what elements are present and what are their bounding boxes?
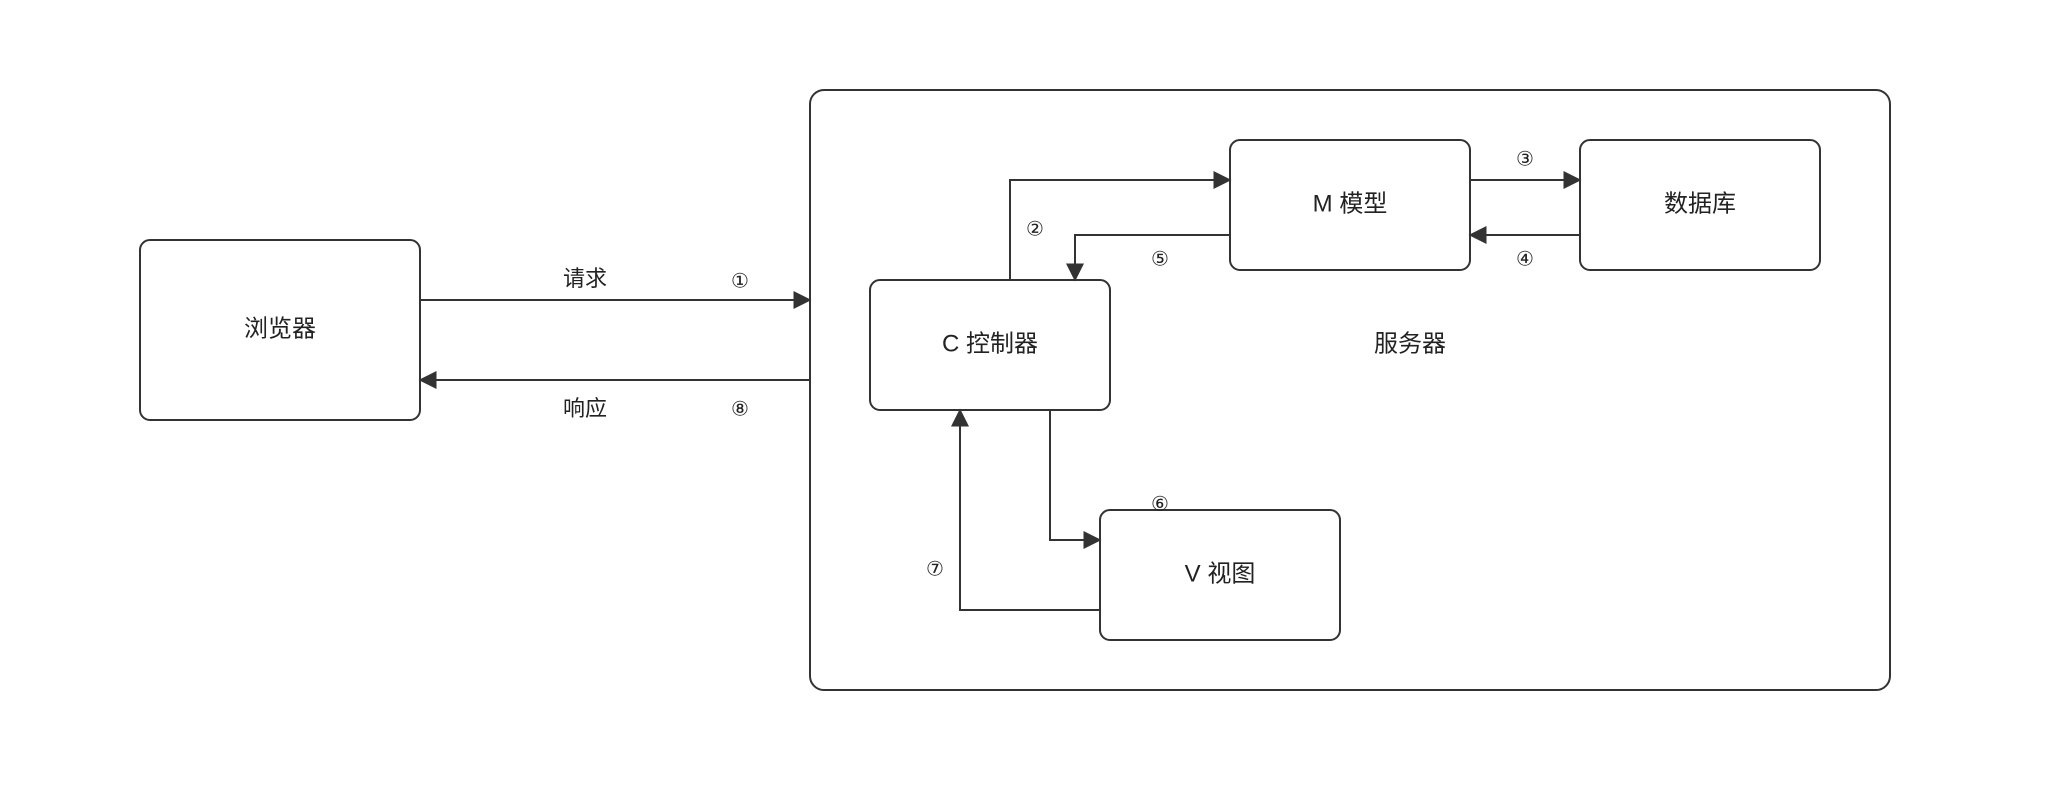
edge-v-to-c-num: ⑦ xyxy=(926,558,944,580)
edge-v-to-c xyxy=(960,410,1100,610)
edge-m-to-db-num: ③ xyxy=(1516,148,1534,170)
edge-db-to-m-num: ④ xyxy=(1516,248,1534,270)
model-label: M 模型 xyxy=(1313,190,1388,217)
edge-response-label: 响应 xyxy=(563,396,607,421)
browser-label: 浏览器 xyxy=(244,315,316,342)
edge-c-to-m-num: ② xyxy=(1026,218,1044,240)
mvc-diagram: 服务器 浏览器 C 控制器 M 模型 数据库 V 视图 请求 ① 响应 ⑧ ② … xyxy=(0,0,2048,808)
edge-m-to-c-num: ⑤ xyxy=(1151,248,1169,270)
edge-c-to-v xyxy=(1050,410,1100,540)
database-label: 数据库 xyxy=(1664,190,1736,217)
controller-label: C 控制器 xyxy=(942,330,1038,357)
edge-request-num: ① xyxy=(731,270,749,292)
server-label: 服务器 xyxy=(1374,330,1446,357)
edge-response-num: ⑧ xyxy=(731,398,749,420)
view-label: V 视图 xyxy=(1185,560,1256,587)
edge-c-to-v-num: ⑥ xyxy=(1151,493,1169,515)
edge-request-label: 请求 xyxy=(563,266,607,291)
